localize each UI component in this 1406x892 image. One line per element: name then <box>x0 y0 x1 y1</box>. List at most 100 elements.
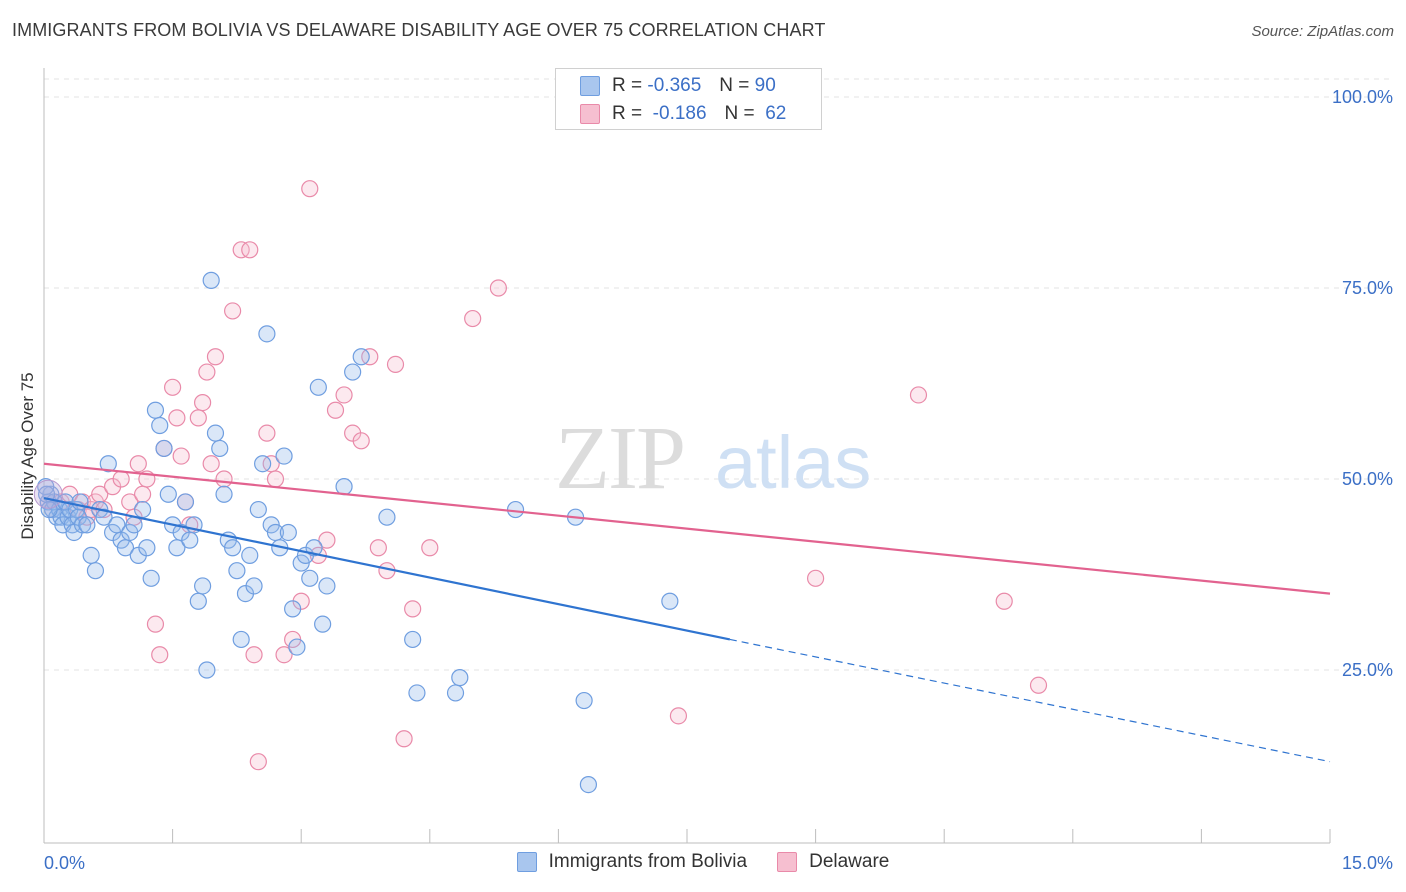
point-bolivia <box>314 615 332 633</box>
source-label: Source: ZipAtlas.com <box>1251 23 1394 40</box>
point-delaware <box>326 401 345 419</box>
axes <box>43 68 1331 844</box>
x-tick-label: 15.0% <box>1342 853 1393 873</box>
r-value: -0.186 <box>652 103 707 124</box>
legend-row-delaware: R = -0.186 N = 62 <box>580 100 786 128</box>
point-delaware <box>395 730 413 748</box>
point-bolivia <box>305 539 323 557</box>
point-bolivia <box>579 775 598 794</box>
trend-bolivia-extension <box>729 638 1331 763</box>
y-tick-label: 25.0% <box>1342 660 1393 680</box>
point-delaware <box>198 363 216 381</box>
grid-lines <box>44 78 1392 671</box>
point-delaware <box>249 753 267 771</box>
point-delaware <box>202 455 220 473</box>
point-delaware <box>909 386 928 404</box>
point-delaware <box>168 409 186 427</box>
point-bolivia <box>138 539 156 557</box>
point-bolivia <box>352 348 370 366</box>
legend-item-delaware: Delaware <box>777 851 889 873</box>
point-bolivia <box>189 592 207 610</box>
point-delaware <box>404 600 422 618</box>
point-bolivia <box>159 485 177 503</box>
point-bolivia <box>249 500 267 519</box>
point-bolivia <box>202 271 220 289</box>
legend-swatch-delaware <box>777 852 798 872</box>
trend-delaware <box>43 462 1331 595</box>
point-bolivia <box>181 531 199 549</box>
point-delaware <box>275 646 293 664</box>
series-delaware <box>39 180 1048 771</box>
n-label: N = <box>719 75 750 96</box>
r-label: R = <box>612 75 643 96</box>
point-bolivia <box>661 592 679 610</box>
trend-bolivia <box>43 497 731 641</box>
point-bolivia <box>344 363 362 381</box>
point-delaware <box>172 447 190 465</box>
point-bolivia <box>142 569 160 587</box>
point-bolivia <box>245 577 263 595</box>
point-bolivia <box>86 562 105 580</box>
y-tick-labels: 25.0% 50.0% 75.0% 100.0% <box>1332 87 1393 680</box>
point-bolivia <box>378 508 396 526</box>
point-delaware <box>189 409 207 427</box>
point-bolivia <box>241 546 259 565</box>
point-delaware <box>146 615 165 633</box>
point-bolivia <box>309 378 327 396</box>
point-delaware <box>245 646 263 664</box>
chart-title: IMMIGRANTS FROM BOLIVIA VS DELAWARE DISA… <box>12 20 826 40</box>
point-bolivia <box>506 500 525 519</box>
series-legend: Immigrants from Bolivia Delaware <box>0 851 1406 873</box>
point-bolivia <box>125 516 143 534</box>
point-delaware <box>194 394 212 412</box>
trend-lines <box>43 462 1331 763</box>
x-tick-label: 0.0% <box>44 853 85 873</box>
n-label: N = <box>724 103 755 124</box>
point-delaware <box>258 424 276 442</box>
point-bolivia <box>446 684 465 702</box>
point-delaware <box>164 378 182 396</box>
r-label: R = <box>612 103 643 124</box>
point-delaware <box>215 470 233 488</box>
point-bolivia <box>33 479 63 509</box>
point-delaware <box>301 180 319 198</box>
point-bolivia <box>224 539 242 557</box>
y-axis-label: Disability Age Over 75 <box>18 372 37 539</box>
point-bolivia <box>146 401 165 419</box>
point-bolivia <box>404 630 422 649</box>
x-tick-labels: 0.0% 15.0% <box>44 853 1393 873</box>
point-bolivia <box>318 577 336 595</box>
legend-item-bolivia: Immigrants from Bolivia <box>516 851 748 873</box>
point-bolivia <box>301 569 319 587</box>
point-bolivia <box>232 630 250 649</box>
watermark-atlas: atlas <box>715 421 871 504</box>
point-bolivia <box>155 439 173 458</box>
point-bolivia <box>133 500 152 519</box>
n-value: 90 <box>754 75 776 96</box>
point-bolivia <box>335 478 353 496</box>
legend-label-delaware: Delaware <box>809 851 890 872</box>
y-tick-label: 75.0% <box>1342 278 1393 298</box>
point-delaware <box>335 386 353 404</box>
point-bolivia <box>151 416 169 435</box>
y-tick-label: 50.0% <box>1342 469 1393 489</box>
point-delaware <box>224 302 242 320</box>
point-delaware <box>995 592 1013 610</box>
point-bolivia <box>194 577 212 595</box>
watermark-zip: ZIP <box>555 409 684 508</box>
point-bolivia <box>258 325 276 343</box>
point-delaware <box>806 569 825 587</box>
point-bolivia <box>451 669 469 687</box>
legend-swatch-delaware <box>580 104 600 124</box>
point-delaware <box>669 707 688 725</box>
point-bolivia <box>288 638 306 656</box>
legend-label-bolivia: Immigrants from Bolivia <box>548 851 748 872</box>
point-bolivia <box>254 455 272 473</box>
point-delaware <box>489 279 507 297</box>
point-bolivia <box>99 455 117 473</box>
point-delaware <box>129 455 147 473</box>
point-bolivia <box>206 424 225 442</box>
point-delaware <box>421 539 439 557</box>
point-delaware <box>464 309 482 328</box>
legend-row-bolivia: R = -0.365 N = 90 <box>580 72 776 100</box>
